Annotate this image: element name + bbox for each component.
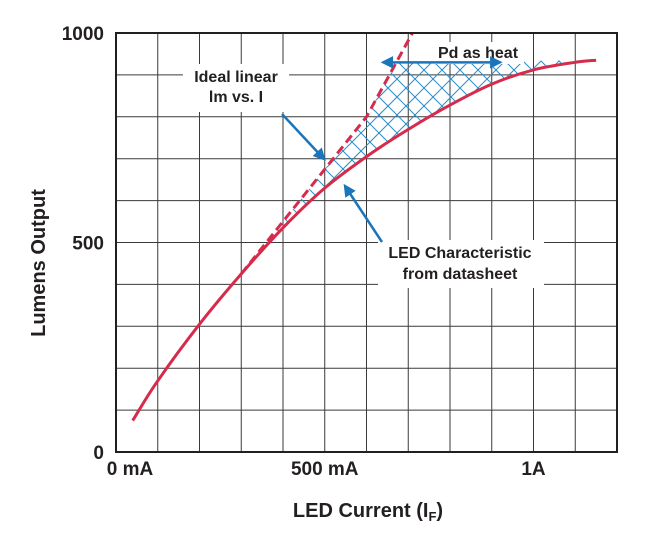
hatch-line [0, 0, 134, 500]
annotation-line: lm vs. I [209, 89, 263, 106]
hatch-line [0, 0, 8, 500]
x-tick-label: 0 mA [107, 459, 154, 480]
x-tick-label: 1A [521, 459, 546, 480]
y-tick-labels: 0 500 1000 [62, 24, 104, 464]
annotation-led-characteristic: LED Characteristic from datasheet [343, 183, 544, 288]
x-axis-title: LED Current (IF) [293, 500, 443, 524]
hatch-line [371, 60, 597, 274]
annotation-line: Pd as heat [438, 45, 519, 62]
hatch-line [0, 0, 26, 500]
hatch-line [241, 60, 477, 274]
y-tick-label: 500 [72, 234, 104, 255]
hatch-line [642, 0, 662, 500]
y-axis-title: Lumens Output [28, 189, 50, 337]
ideal-linear-line [240, 33, 414, 275]
y-tick-label: 0 [93, 443, 104, 464]
hatch-line [0, 0, 8, 500]
led-characteristic-curve [131, 58, 597, 422]
hatch-line [389, 60, 597, 274]
x-tick-label: 500 mA [291, 459, 359, 480]
hatch-line [624, 0, 662, 500]
annotation-line: LED Characteristic [388, 245, 531, 262]
y-tick-label: 1000 [62, 24, 104, 45]
hatch-line [0, 0, 26, 500]
hatch-line [624, 0, 662, 500]
grid-lines [116, 33, 617, 452]
annotation-ideal-linear: Ideal linear lm vs. I [183, 64, 326, 161]
annotation-line: Ideal linear [194, 69, 278, 86]
annotation-arrow [281, 113, 326, 161]
plot-frame [115, 32, 618, 453]
hatch-line [642, 0, 662, 500]
hatch-line [0, 0, 134, 500]
annotation-arrow [343, 183, 384, 243]
annotation-line: from datasheet [403, 266, 518, 283]
annotation-pd-heat: Pd as heat [380, 42, 524, 69]
hatch-line [353, 60, 597, 274]
x-tick-labels: 0 mA 500 mA 1A [107, 459, 546, 480]
